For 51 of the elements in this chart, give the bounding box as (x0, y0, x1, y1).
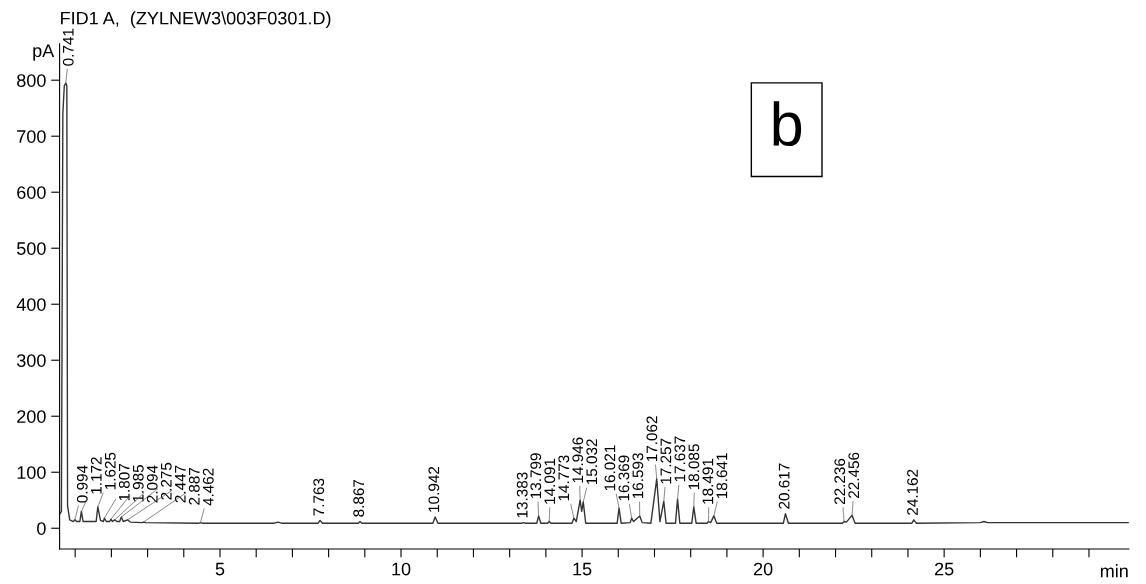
annotation: 20.617 (778, 463, 790, 509)
annotation: 13.799 (530, 453, 542, 499)
annotation: 22.456 (848, 452, 860, 498)
annotation: 14.946 (572, 437, 584, 483)
annotation: b (773, 101, 802, 147)
chart-title: FID1 A, (ZYLNEW3\003F0301.D) (61, 11, 331, 29)
annotation: 13.383 (516, 472, 528, 518)
annotation: 8.867 (353, 479, 365, 517)
annotation: 14.091 (544, 458, 556, 504)
y-tick-label: 500 (17, 242, 46, 255)
annotation: 17.062 (646, 416, 658, 462)
annotation: 1.172 (90, 457, 102, 494)
annotation: 0.994 (76, 465, 88, 503)
x-tick-label: 10 (392, 562, 411, 576)
annotation: 7.763 (313, 478, 325, 516)
annotation: 16.369 (618, 455, 630, 501)
annotation: 16.593 (632, 453, 644, 499)
annotation: 2.887 (188, 467, 200, 505)
y-tick-label: 0 (37, 522, 46, 535)
y-tick-label: 100 (17, 466, 46, 479)
annotation: 1.625 (104, 452, 116, 490)
annotation: 0.741 (62, 28, 74, 66)
x-tick-label: 20 (753, 562, 773, 576)
y-axis-title: pA (33, 44, 55, 61)
y-tick-label: 600 (17, 186, 46, 199)
annotation: 15.032 (586, 439, 598, 485)
x-tick-label: 5 (215, 562, 225, 576)
x-axis-title: min (1100, 564, 1128, 578)
annotation: 4.462 (202, 468, 214, 506)
annotation: 2.275 (160, 462, 172, 500)
annotation: 17.257 (660, 438, 672, 484)
y-tick-label: 700 (17, 130, 46, 143)
annotation: 14.773 (558, 455, 570, 501)
annotation: 18.085 (688, 444, 700, 490)
y-tick-label: 300 (16, 354, 46, 367)
annotation: 1.985 (132, 465, 144, 502)
annotation: 18.641 (716, 453, 728, 499)
y-tick-label: 800 (17, 74, 46, 87)
annotation: 16.021 (604, 445, 616, 491)
annotation: 2.094 (146, 465, 158, 503)
annotation: 18.491 (702, 458, 714, 504)
annotation: 22.236 (834, 458, 846, 505)
annotation: 24.162 (907, 469, 918, 515)
annotation: 10.942 (428, 466, 440, 512)
annotation: 1.807 (118, 464, 130, 501)
x-tick-label: 15 (573, 562, 592, 576)
annotation: 17.637 (674, 436, 686, 482)
annotation: 2.447 (174, 465, 186, 503)
x-tick-label: 25 (935, 562, 954, 576)
y-tick-label: 200 (17, 410, 46, 423)
y-tick-label: 400 (16, 298, 46, 311)
